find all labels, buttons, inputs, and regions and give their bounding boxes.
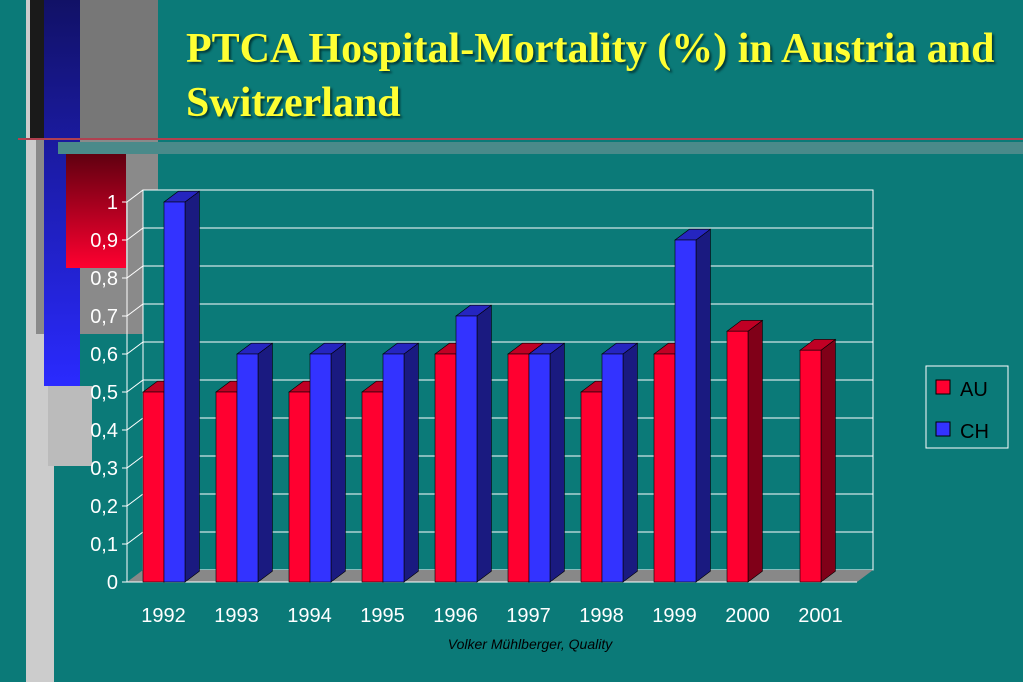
x-axis-ticks: 1992 1993 1994 1995 1996 1997 1998 1999 2000 2001 (141, 605, 843, 627)
legend-swatch-au (935, 379, 951, 395)
x-tick-label: 1997 (506, 605, 551, 627)
bar-side (622, 342, 638, 583)
bar-ch-1998 (601, 342, 639, 583)
title-underline (18, 138, 1023, 140)
y-tick-label: 0,6 (90, 344, 118, 366)
legend: AU CH (925, 365, 1009, 449)
grid-line (126, 265, 873, 279)
x-tick-label: 1993 (214, 605, 259, 627)
x-tick-label: 1998 (579, 605, 624, 627)
bar-front (601, 353, 624, 583)
bar-front (726, 330, 749, 583)
y-axis-ticks: 0 0,1 0,2 0,3 0,4 0,5 0,6 0,7 0,8 0,9 1 (90, 192, 127, 594)
y-tick-label: 0,8 (90, 268, 118, 290)
bar-ch-1996 (455, 304, 493, 583)
bar-front (361, 391, 384, 583)
bar-front (382, 353, 405, 583)
x-tick-label: 1995 (360, 605, 405, 627)
bar-front (434, 353, 457, 583)
y-tick-label: 0,7 (90, 306, 118, 328)
grid-line (126, 227, 873, 241)
bar-front (288, 391, 311, 583)
title-underline-band (58, 142, 1023, 154)
bar-au-2001 (799, 338, 837, 583)
bar-front (309, 353, 332, 583)
bar-side (403, 342, 419, 583)
footer-credit: Volker Mühlberger, Quality (447, 636, 613, 652)
page-title: PTCA Hospital-Mortality (%) in Austria a… (186, 26, 995, 126)
legend-label-au: AU (960, 379, 988, 401)
x-tick-label: 1994 (287, 605, 332, 627)
bar-ch-1995 (382, 342, 420, 583)
bar-front (142, 391, 165, 583)
y-tick-label: 0,2 (90, 496, 118, 518)
bar-side (820, 338, 836, 583)
bar-front (215, 391, 238, 583)
bar-front (163, 201, 186, 583)
bar-ch-1993 (236, 342, 274, 583)
decor-gray-block (80, 0, 158, 140)
bar-ch-1992 (163, 190, 201, 583)
y-tick-label: 0,3 (90, 458, 118, 480)
grid-line (126, 341, 873, 355)
y-tick-label: 0,5 (90, 382, 118, 404)
grid-line (126, 189, 873, 203)
y-tick-label: 0,9 (90, 230, 118, 252)
grid-line (126, 303, 873, 317)
decor-lightgray-block (48, 386, 92, 466)
bar-front (653, 353, 676, 583)
y-tick-label: 0,4 (90, 420, 118, 442)
x-tick-label: 1992 (141, 605, 186, 627)
bars (142, 190, 837, 583)
bar-front (507, 353, 530, 583)
bar-front (528, 353, 551, 583)
bar-side (257, 342, 273, 583)
bar-ch-1997 (528, 342, 566, 583)
bar-ch-1999 (674, 228, 712, 583)
bar-front (799, 349, 822, 583)
bar-side (476, 304, 492, 583)
y-tick-label: 0,1 (90, 534, 118, 556)
bar-side (549, 342, 565, 583)
bar-front (580, 391, 603, 583)
bar-front (236, 353, 259, 583)
x-tick-label: 1996 (433, 605, 478, 627)
bar-side (695, 228, 711, 583)
y-tick-label: 1 (107, 192, 118, 214)
legend-swatch-ch (935, 421, 951, 437)
decor-red-block (66, 154, 126, 268)
bar-front (674, 239, 697, 583)
legend-label-ch: CH (960, 421, 989, 443)
bar-au-2000 (726, 319, 764, 583)
x-tick-label: 1999 (652, 605, 697, 627)
bar-side (330, 342, 346, 583)
y-tick-label: 0 (107, 572, 118, 594)
x-tick-label: 2001 (798, 605, 843, 627)
bar-ch-1994 (309, 342, 347, 583)
bar-side (747, 319, 763, 583)
bar-front (455, 315, 478, 583)
bar-side (184, 190, 200, 583)
x-tick-label: 2000 (725, 605, 770, 627)
